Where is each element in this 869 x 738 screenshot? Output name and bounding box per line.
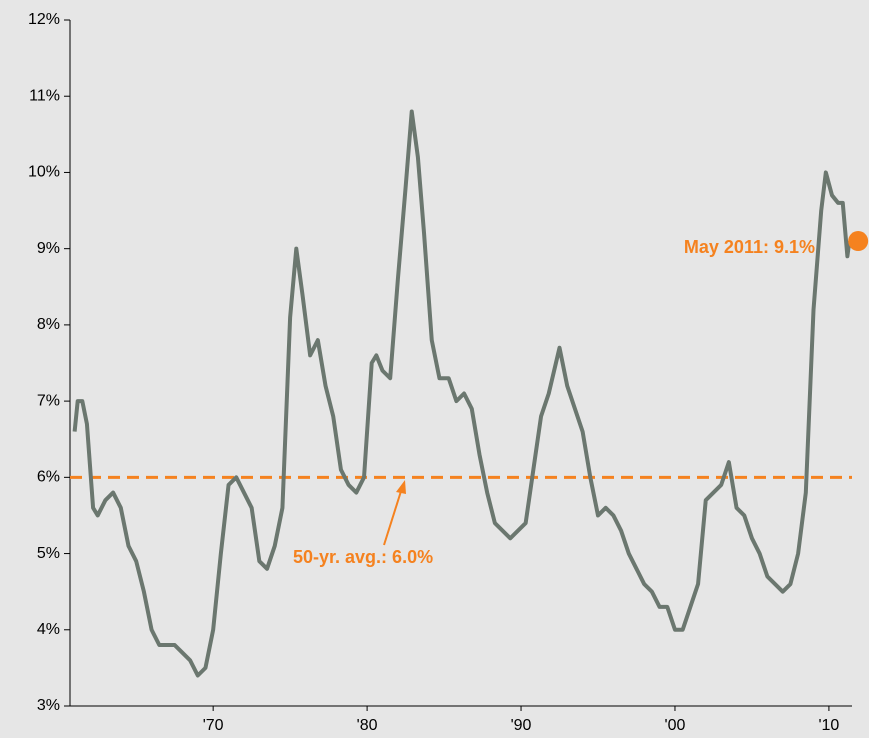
x-tick-label: '80 [357, 717, 378, 734]
y-tick-label: 5% [37, 545, 60, 562]
y-tick-label: 8% [37, 316, 60, 333]
x-tick-label: '10 [818, 717, 839, 734]
arrow-head [396, 480, 406, 494]
y-tick-label: 12% [28, 11, 60, 28]
series-line [72, 109, 852, 678]
y-tick-label: 3% [37, 697, 60, 714]
y-tick-label: 10% [28, 164, 60, 181]
annotation-arrow [383, 487, 403, 546]
latest-label: May 2011: 9.1% [684, 237, 815, 257]
y-tick-label: 6% [37, 469, 60, 486]
y-tick-label: 9% [37, 240, 60, 257]
x-tick-label: '00 [665, 717, 686, 734]
y-tick-label: 11% [29, 87, 60, 104]
average-label: 50-yr. avg.: 6.0% [293, 547, 433, 567]
x-tick-label: '70 [203, 717, 224, 734]
y-tick-label: 7% [37, 392, 60, 409]
y-tick-label: 4% [37, 621, 60, 638]
latest-point [848, 231, 869, 252]
x-tick-label: '90 [511, 717, 532, 734]
